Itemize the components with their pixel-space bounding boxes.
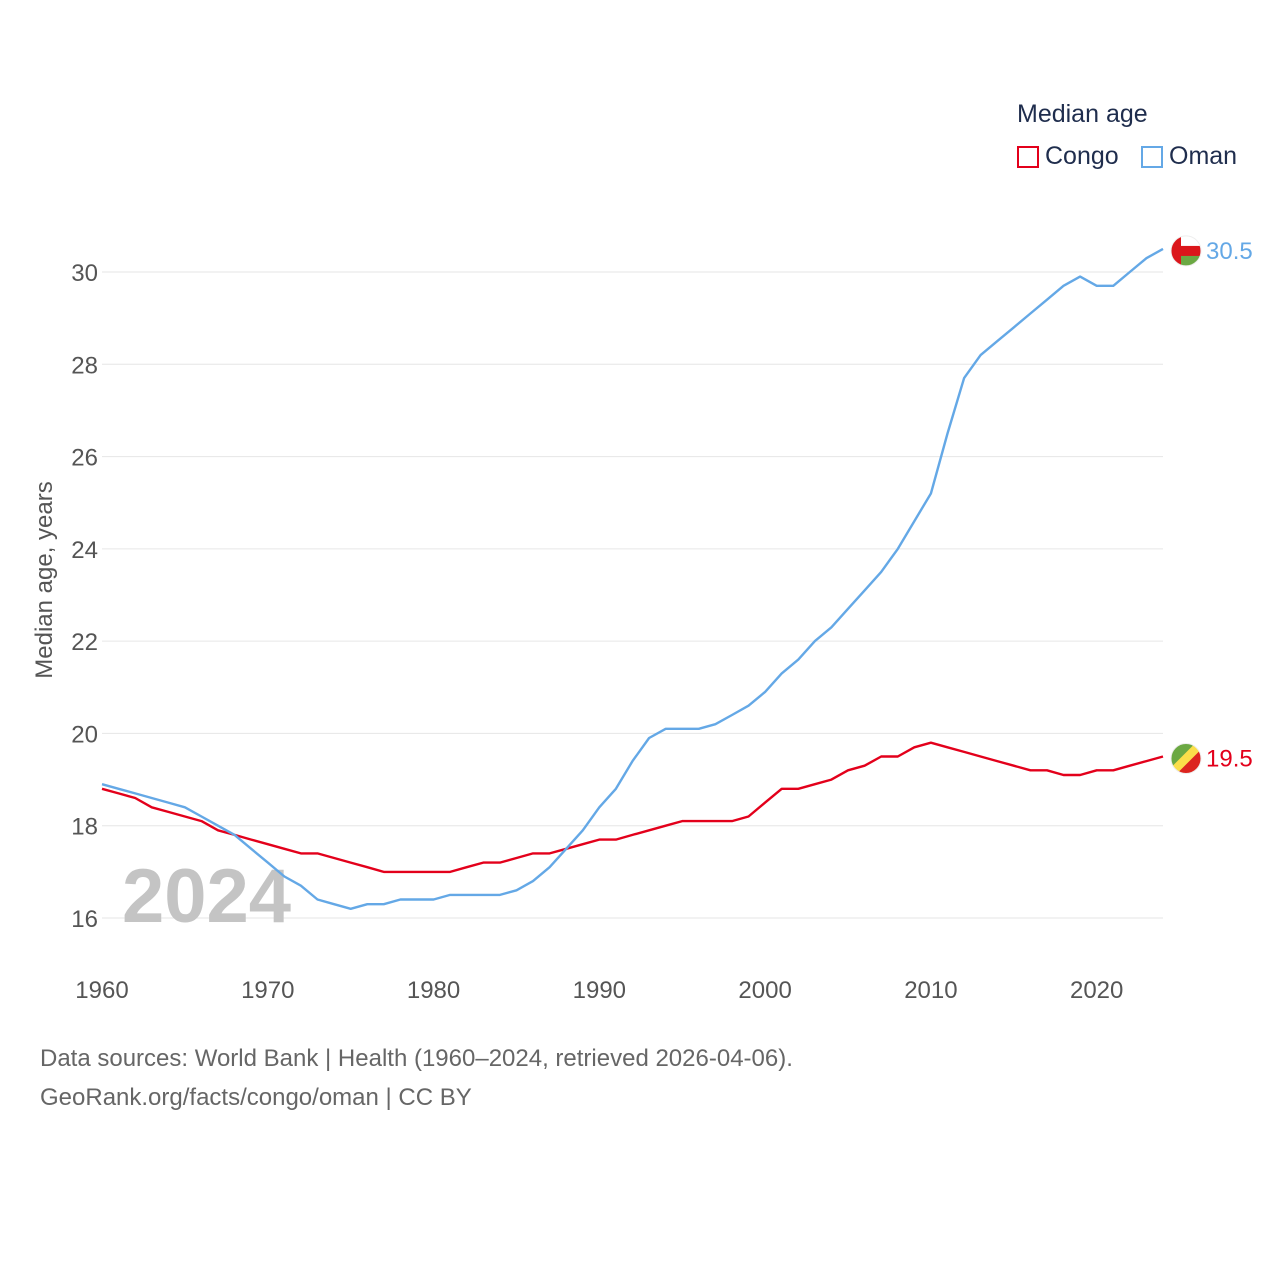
x-tick-label: 2000 [738,977,791,1004]
end-label-congo: 19.5 [1206,746,1253,773]
x-tick-label: 1960 [75,977,128,1004]
end-label-oman: 30.5 [1206,238,1253,265]
legend-title: Median age [1017,100,1148,128]
y-tick-label: 18 [71,814,98,841]
x-tick-label: 1990 [573,977,626,1004]
x-tick-label: 2020 [1070,977,1123,1004]
y-axis-ticks: 16 18 20 22 24 26 28 30 [71,260,98,933]
x-tick-label: 2010 [904,977,957,1004]
y-axis-label: Median age, years [31,481,58,678]
legend-swatch-oman [1141,145,1163,168]
congo-flag-icon [1170,743,1202,774]
year-watermark: 2024 [122,854,291,939]
x-tick-label: 1980 [407,977,460,1004]
y-tick-label: 26 [71,445,98,472]
y-tick-label: 28 [71,352,98,379]
legend-label-oman: Oman [1169,142,1238,170]
y-tick-label: 30 [71,260,98,287]
legend-swatch-congo [1017,145,1039,168]
y-tick-label: 22 [71,629,98,656]
x-axis-ticks: 1960 1970 1980 1990 2000 2010 2020 [75,977,1123,1004]
series-line-oman [101,247,1164,910]
grid-lines [102,271,1163,919]
x-tick-label: 1970 [241,977,294,1004]
footer-credit: GeoRank.org/facts/congo/oman | CC BY [40,1084,472,1111]
y-tick-label: 16 [71,906,98,933]
legend-item-oman[interactable]: Oman [1141,142,1237,171]
y-tick-label: 20 [71,721,98,748]
y-tick-label: 24 [71,537,98,564]
series-end-labels: 19.5 30.5 [1170,235,1253,774]
oman-flag-icon [1170,235,1202,267]
legend-label-congo: Congo [1045,142,1119,170]
series-line-congo [101,741,1164,874]
legend-item-congo[interactable]: Congo [1017,142,1119,171]
series-lines [101,247,1164,910]
footer-source: Data sources: World Bank | Health (1960–… [40,1045,793,1072]
